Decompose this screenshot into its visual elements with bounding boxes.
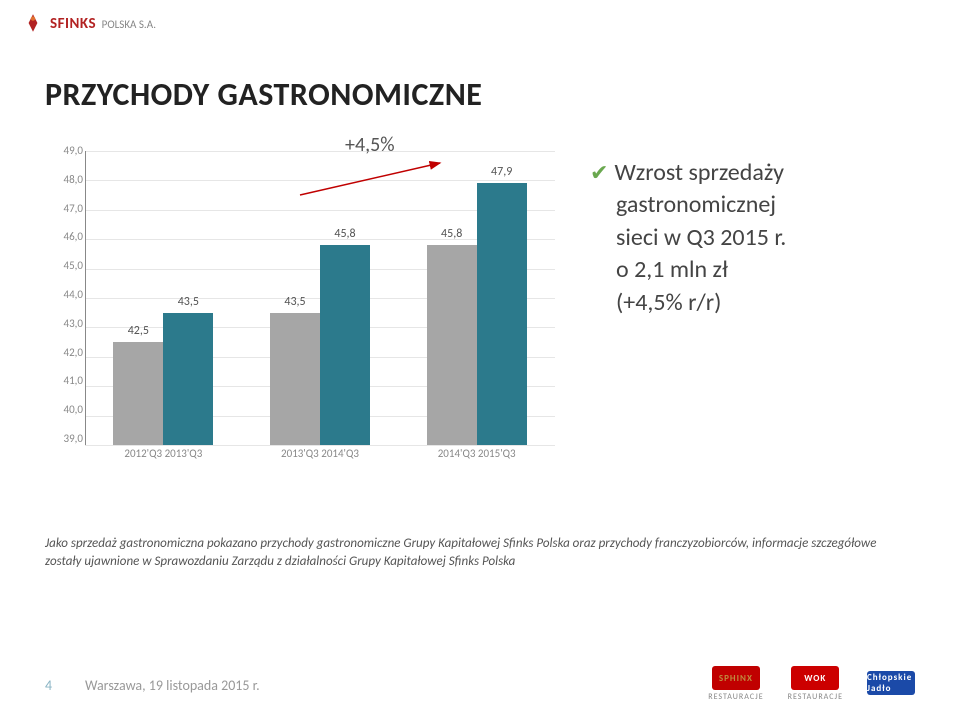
y-tick: 49,0 <box>45 145 83 157</box>
sphinx-logo-icon <box>22 12 44 34</box>
y-tick: 47,0 <box>45 203 83 215</box>
revenue-chart: 49,0 48,0 47,0 46,0 45,0 44,0 43,0 42,0 41,0 40,0… <box>45 145 555 475</box>
x-tick: 2013'Q3 2014'Q3 <box>242 447 399 475</box>
bar: 45,8 <box>320 245 370 445</box>
chart-annotation: +4,5% <box>345 133 395 157</box>
brand-logo-shape: SPHINX <box>712 666 760 690</box>
bar-group: 45,847,9 <box>398 151 555 445</box>
bar-value-label: 43,5 <box>178 295 199 309</box>
header: SFINKS POLSKA S.A. <box>22 12 156 34</box>
brand-logo-shape: Chłopskie Jadło <box>867 671 915 695</box>
y-tick: 40,0 <box>45 404 83 416</box>
bar-value-label: 45,8 <box>441 227 462 241</box>
bar-group: 43,545,8 <box>242 151 399 445</box>
brand-logo-shape: WOK <box>791 666 839 690</box>
y-axis: 49,0 48,0 47,0 46,0 45,0 44,0 43,0 42,0 41,0 40,0… <box>45 145 83 445</box>
footer-date: Warszawa, 19 listopada 2015 r. <box>85 677 260 694</box>
brand-logo: SPHINX RESTAURACJE <box>708 666 763 702</box>
bar: 43,5 <box>163 313 213 445</box>
x-tick: 2012'Q3 2013'Q3 <box>85 447 242 475</box>
company-name: SFINKS POLSKA S.A. <box>50 14 156 33</box>
page-title: PRZYCHODY GASTRONOMICZNE <box>45 75 482 114</box>
y-tick: 46,0 <box>45 231 83 243</box>
brand-caption: RESTAURACJE <box>708 692 763 702</box>
brand-logo: Chłopskie Jadło <box>867 671 915 697</box>
y-tick: 42,0 <box>45 347 83 359</box>
x-tick: 2014'Q3 2015'Q3 <box>398 447 555 475</box>
y-tick: 48,0 <box>45 174 83 186</box>
bar-value-label: 45,8 <box>334 227 355 241</box>
bar: 42,5 <box>113 342 163 445</box>
side-note: ✔Wzrost sprzedaży gastronomicznej sieci … <box>555 145 915 319</box>
bar: 43,5 <box>270 313 320 445</box>
y-tick: 39,0 <box>45 433 83 445</box>
bar-value-label: 42,5 <box>128 324 149 338</box>
check-icon: ✔ <box>590 159 608 186</box>
y-tick: 43,0 <box>45 318 83 330</box>
bar: 47,9 <box>477 183 527 445</box>
bars-container: 42,543,543,545,845,847,9 <box>85 151 555 445</box>
y-tick: 45,0 <box>45 260 83 272</box>
x-axis: 2012'Q3 2013'Q32013'Q3 2014'Q32014'Q3 20… <box>85 447 555 475</box>
page-number: 4 <box>45 677 52 694</box>
bar: 45,8 <box>427 245 477 445</box>
bar-group: 42,543,5 <box>85 151 242 445</box>
brand-caption: RESTAURACJE <box>788 692 843 702</box>
y-tick: 44,0 <box>45 289 83 301</box>
footer-logos: SPHINX RESTAURACJE WOK RESTAURACJE Chłopskie… <box>708 666 915 702</box>
brand-logo: WOK RESTAURACJE <box>788 666 843 702</box>
bar-value-label: 47,9 <box>491 165 512 179</box>
y-tick: 41,0 <box>45 375 83 387</box>
footnote: Jako sprzedaż gastronomiczna pokazano pr… <box>45 535 915 571</box>
bar-value-label: 43,5 <box>284 295 305 309</box>
footer: 4 Warszawa, 19 listopada 2015 r. SPHINX R… <box>0 664 960 704</box>
